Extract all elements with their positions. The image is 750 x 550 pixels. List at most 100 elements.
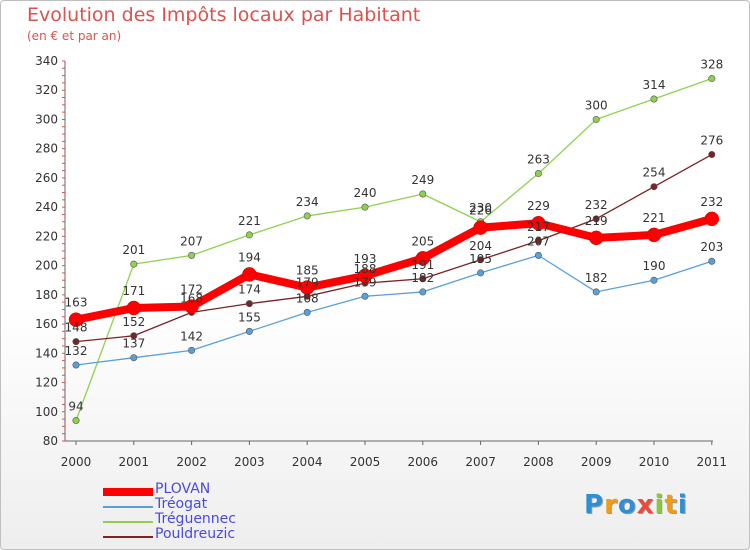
data-label: 201 [122,243,145,257]
data-point [477,269,485,277]
legend-label: PLOVAN [155,481,211,497]
data-point [72,417,80,425]
data-label: 182 [411,271,434,285]
data-label: 185 [296,264,319,278]
data-point [708,257,716,265]
data-point [72,338,80,346]
data-point [299,280,315,295]
data-label: 232 [700,195,723,209]
data-point [415,251,431,266]
chart-subtitle: (en € et par an) [27,29,122,43]
data-label: 163 [65,296,88,310]
y-tick-label: 200 [35,259,58,273]
series-line-pouldreuzic [75,153,713,343]
data-label: 155 [238,310,261,324]
data-label: 137 [122,337,145,351]
logo-letter: o [617,490,637,520]
data-label: 188 [354,262,377,276]
data-point [419,275,427,283]
data-label: 148 [65,321,88,335]
data-point [184,299,199,314]
y-tick-label: 340 [35,54,58,68]
y-tick-label: 320 [35,83,58,97]
y-tick-label: 180 [35,288,58,302]
x-tick-label: 2002 [176,455,207,469]
data-point [473,220,488,235]
data-label: 182 [585,271,608,285]
data-point [361,292,369,300]
data-label: 221 [238,214,261,228]
x-tick-label: 2006 [408,455,439,469]
legend-swatch [103,488,153,496]
legend-label: Pouldreuzic [155,526,236,542]
data-label: 207 [180,234,203,248]
data-point [130,332,138,340]
data-label: 203 [700,240,723,254]
data-label: 94 [68,400,83,414]
data-label: 328 [700,58,723,72]
data-label: 240 [354,186,377,200]
data-point [419,190,427,198]
series-line-tréguennec [75,77,713,421]
data-label: 276 [700,134,723,148]
data-point [303,308,311,316]
data-point [646,227,662,243]
data-label: 152 [122,315,145,329]
data-label: 254 [643,166,666,180]
y-tick-label: 240 [35,200,58,214]
y-tick-label: 300 [35,112,58,126]
x-tick-label: 2000 [61,455,92,469]
logo-letter: P [584,490,605,520]
legend-swatch [103,536,153,538]
data-label: 205 [411,234,434,248]
data-point [531,215,546,231]
data-label: 193 [354,252,377,266]
data-label: 314 [643,78,666,92]
data-point [68,312,84,327]
data-point [534,170,542,178]
data-label: 204 [469,239,492,253]
data-label: 142 [180,329,203,343]
data-label: 132 [65,344,88,358]
legend-swatch [103,521,153,523]
data-point [650,183,658,191]
logo-letter: t [664,490,678,520]
x-tick-label: 2003 [234,455,265,469]
data-label: 230 [469,201,492,215]
data-point [245,231,253,239]
data-point [592,115,600,123]
data-point [188,346,196,354]
logo-letter: x [636,490,655,520]
data-label: 194 [238,250,261,264]
chart-title: Evolution des Impôts locaux par Habitant [27,4,421,26]
data-label: 232 [585,198,608,212]
logo-letter: r [604,490,618,520]
data-label: 207 [527,234,550,248]
series-line-tréogat [75,254,713,366]
data-label: 249 [411,173,434,187]
data-point [126,300,142,316]
series-line-plovan [75,214,713,324]
data-point [419,288,427,296]
data-label: 179 [296,275,319,289]
data-label: 168 [180,291,203,305]
data-label: 221 [643,211,666,225]
data-point [72,361,80,369]
data-label: 229 [527,199,550,213]
data-point [708,75,716,83]
data-point [534,251,542,259]
data-point [303,212,311,220]
data-label: 195 [469,252,492,266]
y-tick-label: 160 [35,317,58,331]
data-point [708,151,716,159]
x-tick-label: 2011 [697,455,728,469]
proxiti-logo: Proxiti [584,490,688,520]
data-label: 234 [296,195,319,209]
y-tick-label: 120 [35,376,58,390]
y-tick-label: 260 [35,171,58,185]
logo-letter: i [677,490,688,520]
data-point [357,268,373,284]
x-tick-label: 2010 [639,455,670,469]
